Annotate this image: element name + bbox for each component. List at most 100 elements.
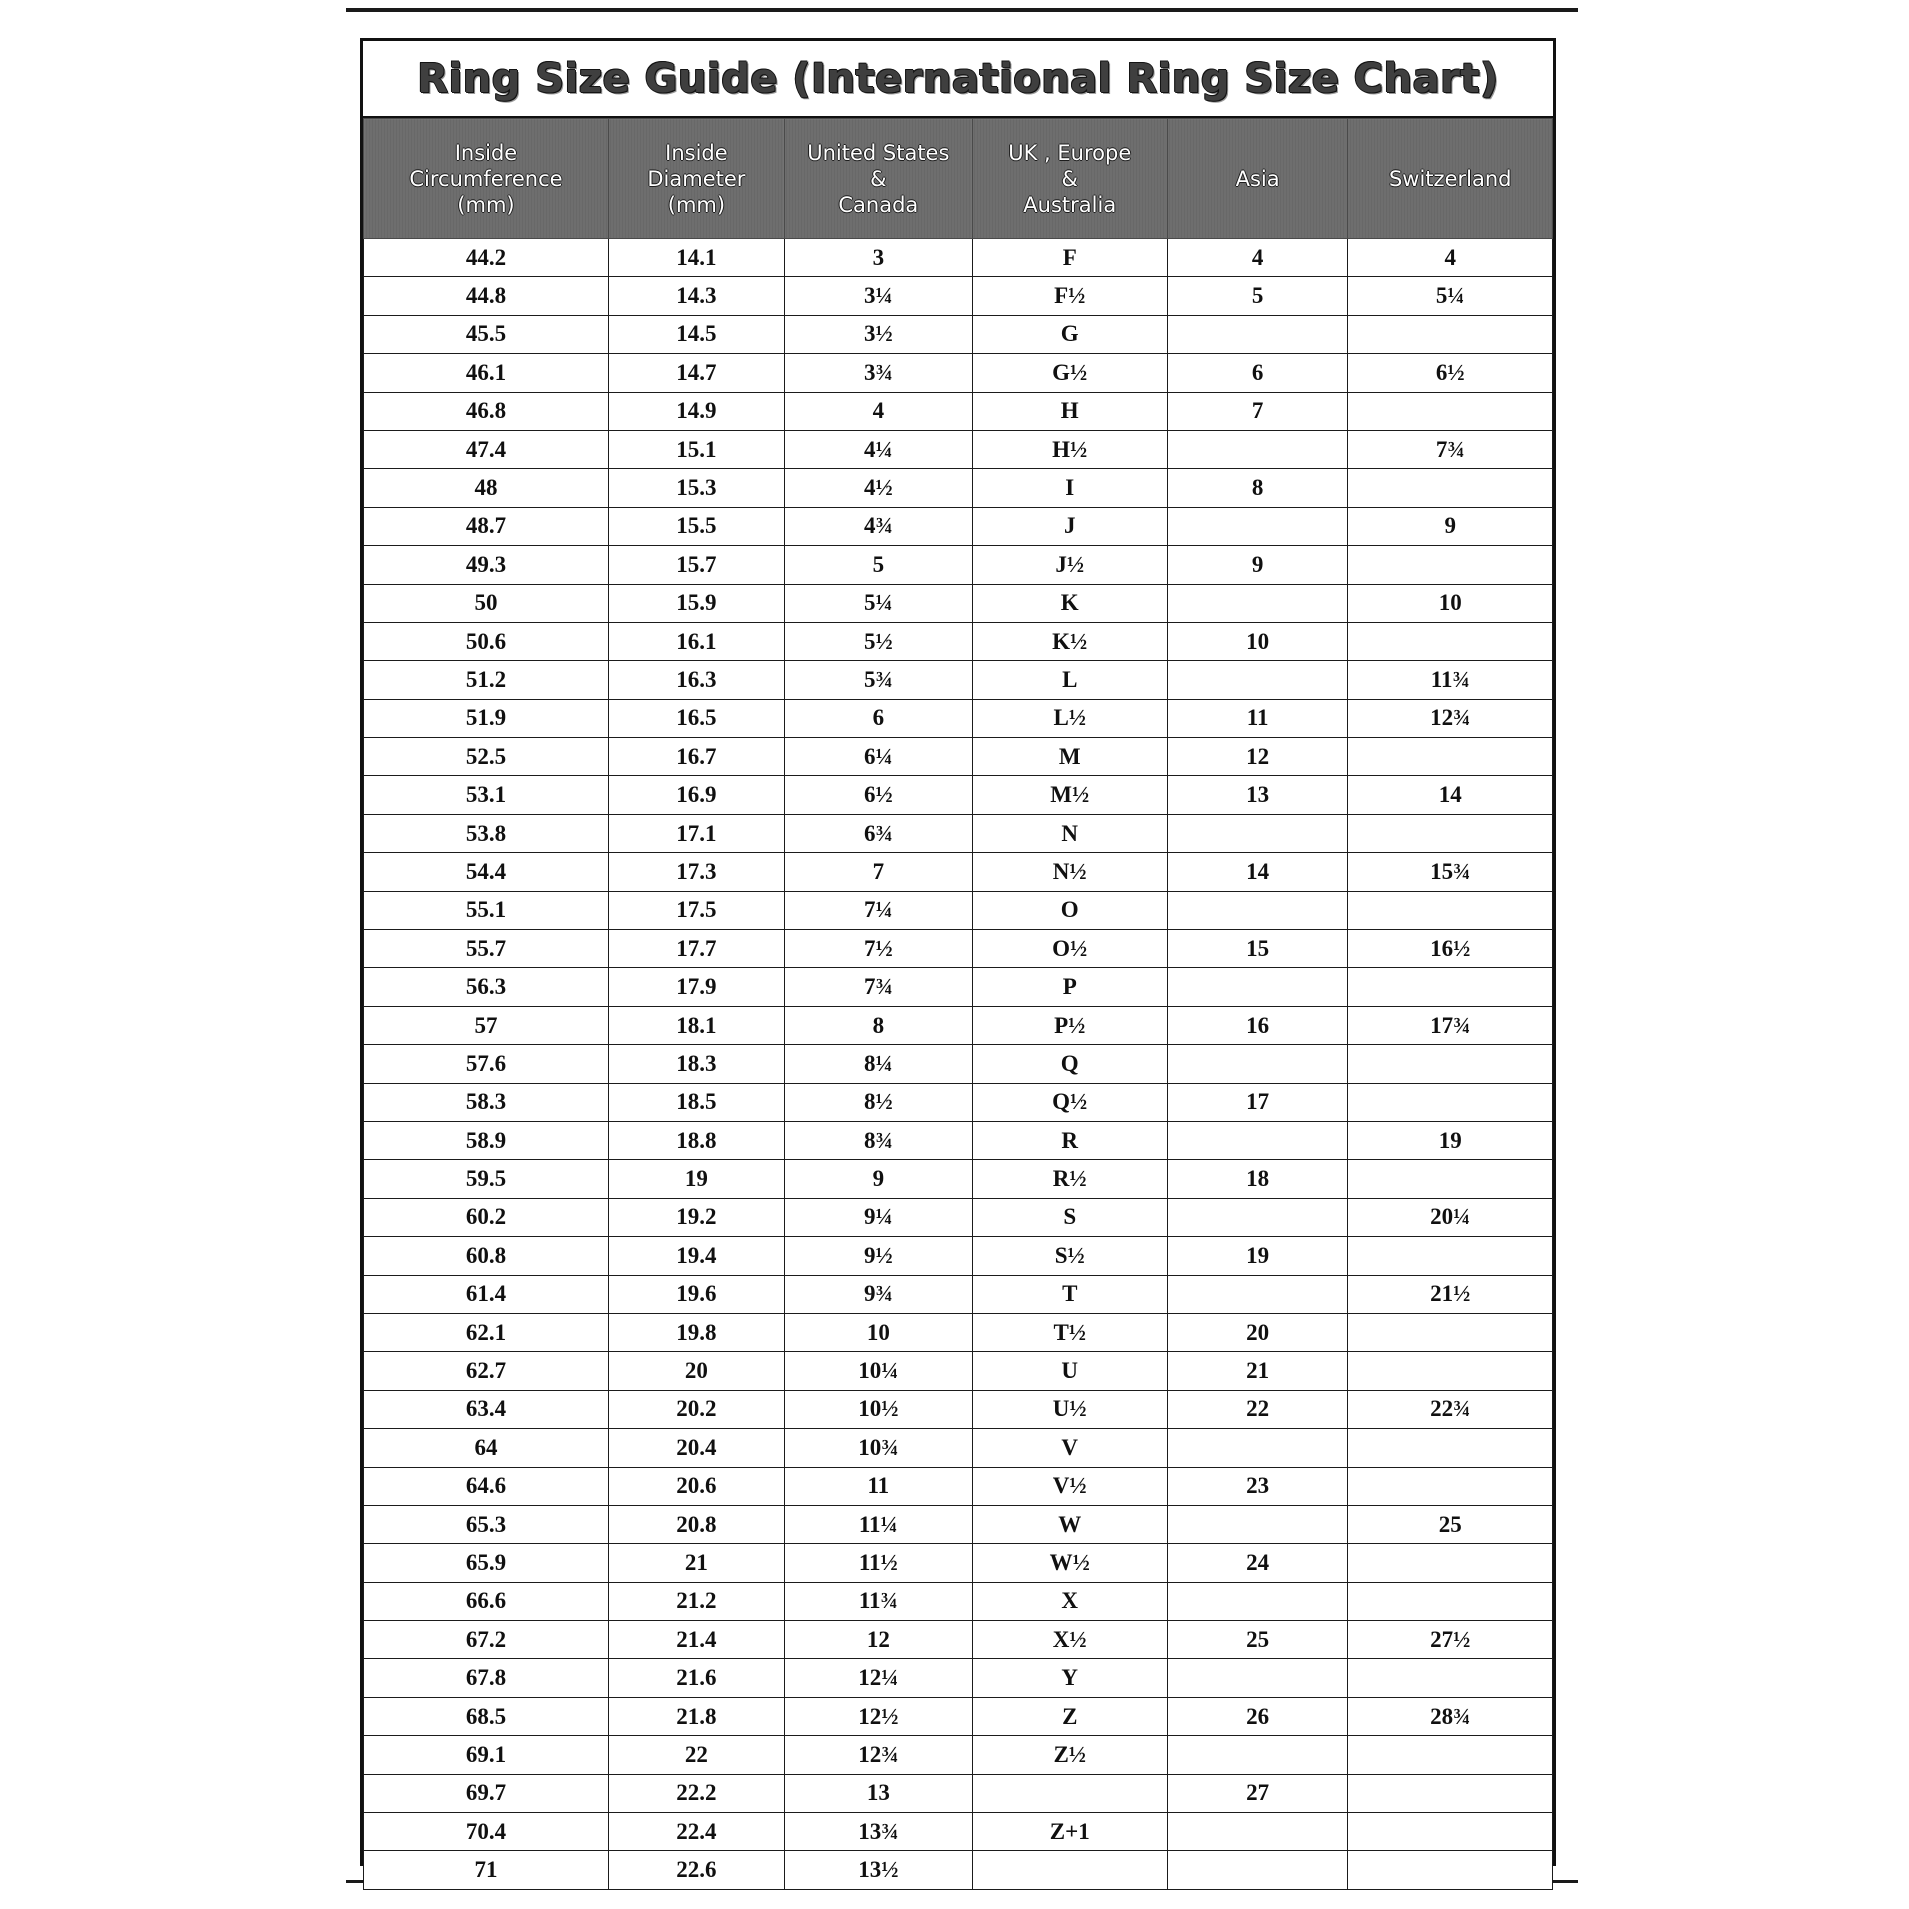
cell-inside-circumference: 49.3 [363,545,609,585]
table-row: 59.5 19 9 R½ 18 [363,1159,1553,1199]
cell-us-canada: 7¾ [783,967,973,1007]
cell-us-canada: 12½ [783,1696,973,1737]
cell-us-canada: 10¾ [783,1428,973,1468]
cell-uk-europe-australia: L½ [971,698,1168,739]
cell-us-canada: 6¾ [783,813,973,854]
cell-inside-diameter: 15.7 [607,545,785,585]
cell-asia: 22 [1166,1389,1349,1430]
table-row: 50 15.9 5¼ K 10 [363,583,1553,623]
table-row: 54.4 17.3 7 N½ 14 15¾ [363,852,1553,892]
cell-inside-circumference: 60.2 [363,1197,609,1238]
cell-switzerland [1347,391,1553,431]
cell-uk-europe-australia: P½ [971,1005,1168,1046]
cell-switzerland: 6½ [1347,353,1553,393]
cell-inside-circumference: 46.8 [363,391,609,431]
cell-inside-diameter: 16.7 [607,737,785,777]
cell-inside-circumference: 69.7 [363,1773,609,1814]
cell-inside-circumference: 67.8 [363,1658,609,1698]
cell-asia: 26 [1166,1696,1349,1737]
cell-uk-europe-australia: Q [971,1044,1168,1084]
cell-inside-circumference: 71 [363,1850,609,1890]
table-header-row: Inside Circumference (mm) Inside Diamete… [363,118,1553,239]
cell-asia: 23 [1166,1466,1349,1506]
cell-inside-diameter: 15.1 [607,429,785,470]
header-line-2: Switzerland [1388,166,1512,191]
header-line-3: Canada [838,192,919,217]
table-row: 67.8 21.6 12¼ Y [363,1658,1553,1698]
cell-inside-diameter: 17.7 [607,929,785,969]
cell-us-canada: 5¾ [783,660,973,700]
table-row: 49.3 15.7 5 J½ 9 [363,545,1553,585]
cell-us-canada: 5¼ [783,583,973,623]
cell-inside-circumference: 55.1 [363,890,609,931]
cell-switzerland [1347,1773,1553,1814]
cell-asia: 9 [1166,545,1349,585]
cell-asia [1166,1850,1349,1890]
cell-uk-europe-australia: G [971,314,1168,355]
cell-us-canada: 7¼ [783,890,973,931]
chart-frame: Ring Size Guide (International Ring Size… [360,38,1556,1890]
cell-uk-europe-australia: O [971,890,1168,931]
cell-us-canada: 3¾ [783,353,973,393]
cell-inside-circumference: 65.3 [363,1504,609,1545]
cell-us-canada: 9 [783,1159,973,1199]
column-header-inside-diameter: Inside Diameter (mm) [607,118,785,239]
cell-inside-diameter: 20.8 [607,1504,785,1545]
table-row: 57.6 18.3 8¼ Q [363,1044,1553,1084]
cell-switzerland: 5¼ [1347,276,1553,316]
cell-switzerland [1347,890,1553,931]
header-line-2: Circumference [409,166,563,191]
cell-us-canada: 11 [783,1466,973,1506]
cell-uk-europe-australia: U½ [971,1389,1168,1430]
cell-switzerland: 10 [1347,583,1553,623]
cell-asia: 11 [1166,698,1349,739]
cell-asia [1166,1581,1349,1622]
cell-asia: 4 [1166,237,1349,278]
cell-inside-diameter: 20 [607,1351,785,1391]
cell-switzerland: 20¼ [1347,1197,1553,1238]
cell-uk-europe-australia: Z [971,1696,1168,1737]
cell-inside-circumference: 66.6 [363,1581,609,1622]
cell-inside-circumference: 58.3 [363,1082,609,1122]
cell-inside-diameter: 16.5 [607,698,785,739]
cell-us-canada: 9¾ [783,1274,973,1314]
cell-us-canada: 4 [783,391,973,431]
cell-switzerland: 12¾ [1347,698,1553,739]
cell-inside-diameter: 14.1 [607,237,785,278]
cell-inside-circumference: 61.4 [363,1274,609,1314]
table-row: 70.4 22.4 13¾ Z+1 [363,1812,1553,1852]
cell-uk-europe-australia: V [971,1428,1168,1468]
cell-asia [1166,813,1349,854]
table-row: 56.3 17.9 7¾ P [363,967,1553,1007]
cell-us-canada: 3½ [783,314,973,355]
table-row: 44.2 14.1 3 F 4 4 [363,237,1553,278]
cell-inside-diameter: 21.6 [607,1658,785,1698]
cell-uk-europe-australia: G½ [971,353,1168,393]
cell-inside-diameter: 22.6 [607,1850,785,1890]
header-line-2: Diameter [647,166,746,191]
cell-us-canada: 6½ [783,775,973,815]
cell-inside-diameter: 21 [607,1543,785,1583]
cell-switzerland: 21½ [1347,1274,1553,1314]
cell-inside-diameter: 22.4 [607,1812,785,1852]
cell-us-canada: 8½ [783,1082,973,1122]
cell-switzerland [1347,314,1553,355]
table-row: 55.1 17.5 7¼ O [363,890,1553,931]
cell-switzerland [1347,468,1553,508]
cell-uk-europe-australia: T½ [971,1312,1168,1353]
cell-inside-circumference: 48 [363,468,609,508]
cell-us-canada: 7½ [783,929,973,969]
cell-inside-circumference: 54.4 [363,852,609,892]
header-line-1: Inside [665,140,728,165]
cell-us-canada: 10½ [783,1389,973,1430]
cell-inside-circumference: 70.4 [363,1812,609,1852]
cell-uk-europe-australia: J [971,506,1168,547]
table-row: 69.7 22.2 13 27 [363,1773,1553,1814]
cell-us-canada: 13 [783,1773,973,1814]
cell-us-canada: 13¾ [783,1812,973,1852]
cell-inside-diameter: 20.2 [607,1389,785,1430]
table-row: 62.7 20 10¼ U 21 [363,1351,1553,1391]
table-row: 58.9 18.8 8¾ R 19 [363,1120,1553,1161]
cell-us-canada: 11¾ [783,1581,973,1622]
cell-inside-circumference: 60.8 [363,1236,609,1276]
